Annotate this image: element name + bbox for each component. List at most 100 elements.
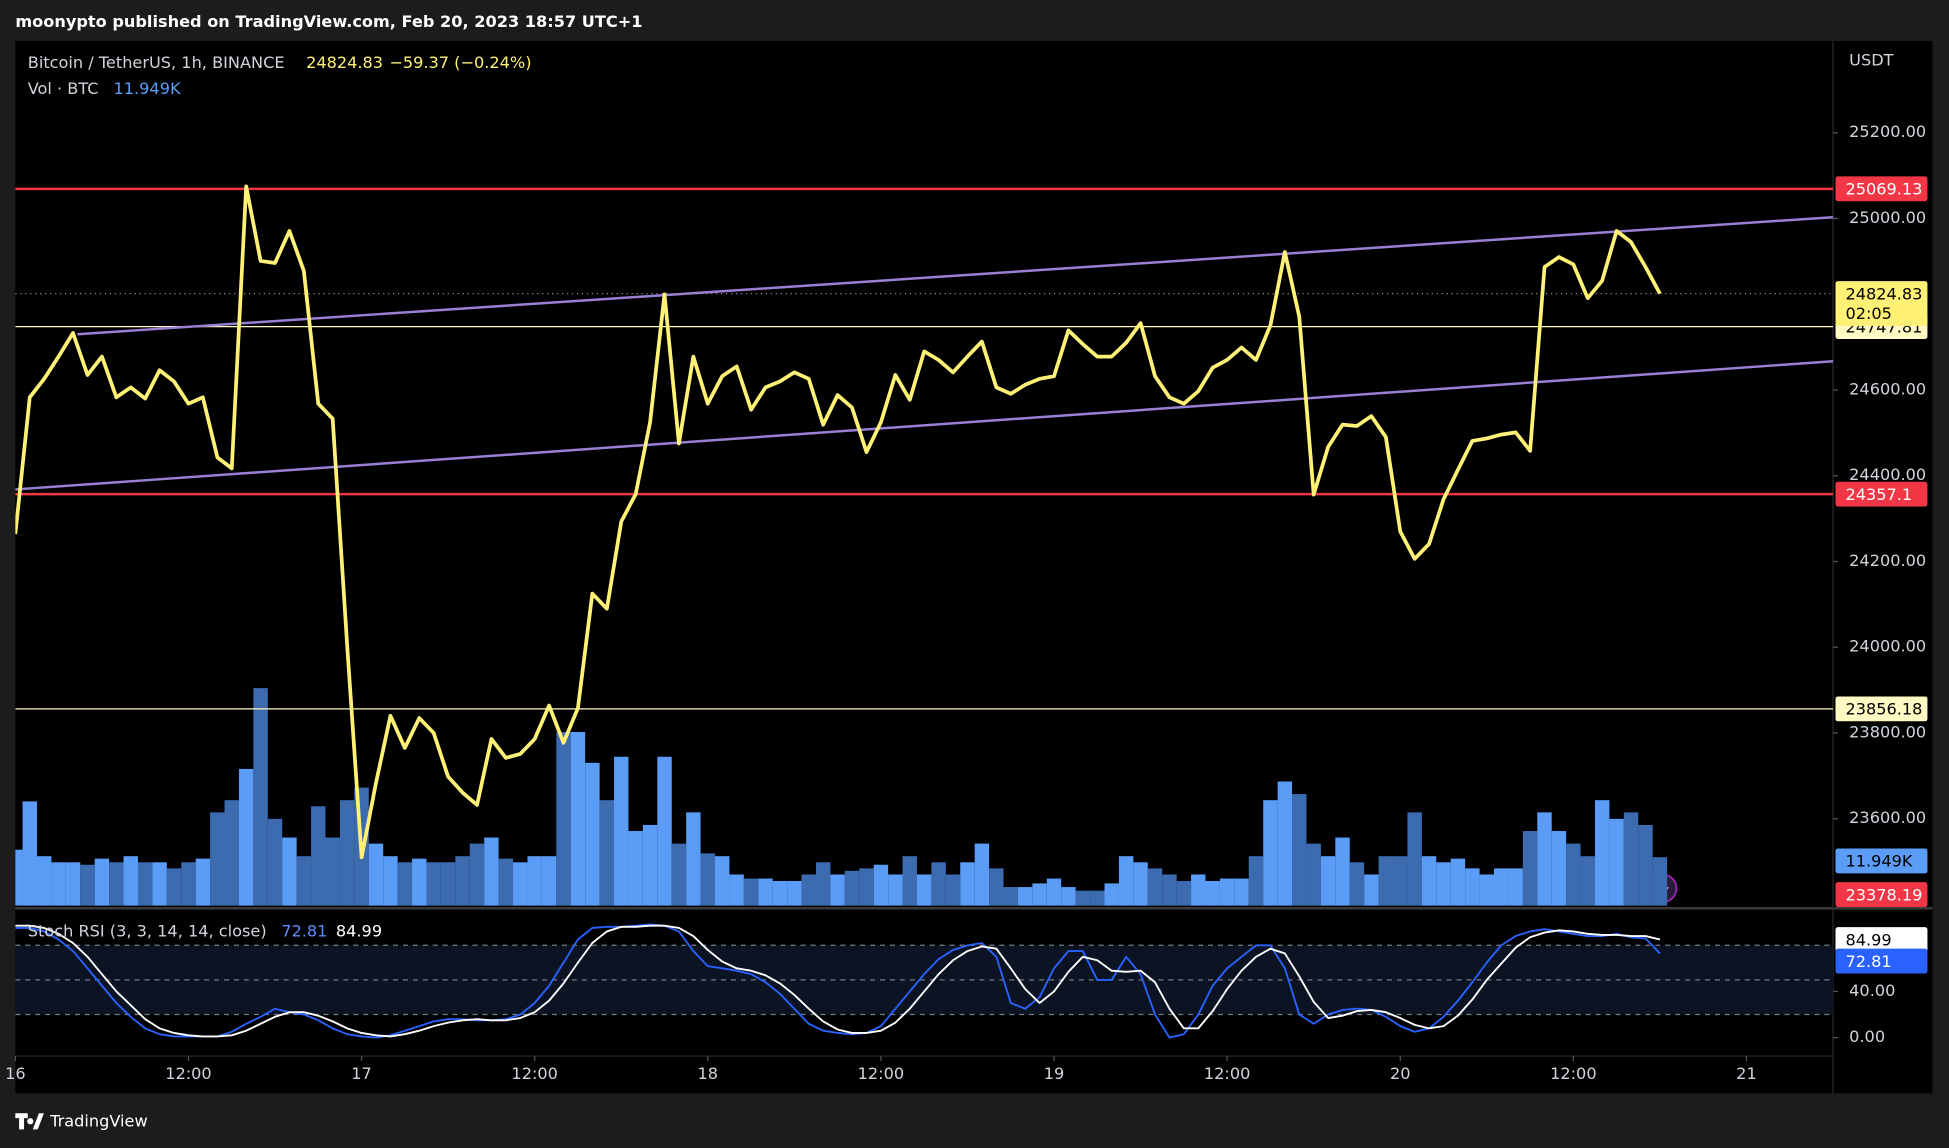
volume-bar	[15, 849, 23, 906]
volume-bar	[22, 801, 37, 906]
x-tick-label: 12:00	[858, 1064, 905, 1083]
volume-bar	[1609, 818, 1624, 906]
volume-bar	[94, 858, 110, 906]
volume-bar	[397, 862, 413, 906]
volume-bar	[873, 864, 889, 906]
y-tick-label: 40.00	[1849, 981, 1895, 1000]
price-tag-label: 84.99	[1845, 930, 1891, 949]
volume-bar	[1277, 781, 1293, 906]
volume-bar	[513, 862, 528, 906]
volume-bar	[1551, 831, 1567, 906]
trend-line	[15, 360, 1834, 491]
volume-bar	[311, 806, 326, 906]
volume-bar	[368, 843, 384, 906]
y-tick-label: 24000.00	[1849, 637, 1926, 656]
volume-bar	[1407, 812, 1422, 906]
volume-bar	[758, 878, 773, 906]
volume-bar	[657, 756, 672, 906]
volume-bar	[844, 870, 860, 906]
volume-bar	[224, 800, 239, 906]
price-tag-label: 24824.83	[1845, 284, 1922, 303]
volume-bar	[931, 862, 946, 906]
legend-stoch-d: 84.99	[336, 921, 382, 940]
volume-bar	[1566, 843, 1581, 906]
y-tick-label: 25000.00	[1849, 208, 1926, 227]
volume-bar	[137, 862, 153, 906]
volume-bar	[541, 856, 557, 906]
x-tick-label: 21	[1736, 1064, 1757, 1083]
volume-bar	[51, 862, 66, 906]
volume-bar	[1364, 874, 1379, 906]
volume-bar	[1061, 887, 1076, 906]
volume-bar	[1421, 856, 1437, 906]
x-tick-label: 16	[5, 1064, 26, 1083]
legend-change: −59.37 (−0.24%)	[389, 53, 531, 72]
x-tick-label: 19	[1044, 1064, 1065, 1083]
volume-bar	[585, 762, 600, 906]
price-pane	[15, 184, 1834, 906]
price-tag-label: 11.949K	[1845, 852, 1912, 871]
volume-bar	[830, 874, 845, 906]
volume-bar	[1219, 878, 1235, 906]
volume-bar	[1147, 868, 1163, 906]
volume-bar	[902, 856, 917, 906]
x-tick-label: 12:00	[165, 1064, 212, 1083]
legend-stoch-k: 72.81	[281, 921, 327, 940]
volume-bar	[570, 731, 586, 906]
x-tick-label: 18	[698, 1064, 719, 1083]
volume-bar	[166, 868, 182, 906]
volume-bar	[671, 843, 687, 906]
volume-bar	[1349, 862, 1365, 906]
volume-bar	[1450, 858, 1466, 906]
volume-bar	[859, 868, 874, 906]
volume-bar	[1046, 878, 1062, 906]
volume-bar	[181, 862, 196, 906]
countdown: 02:05	[1845, 304, 1892, 323]
volume-bar	[960, 862, 975, 906]
volume-bar	[1292, 794, 1307, 906]
volume-bar	[426, 862, 441, 906]
price-tag-label: 25069.13	[1845, 180, 1922, 199]
y-tick-label: 25200.00	[1849, 122, 1926, 141]
volume-bar	[989, 868, 1004, 906]
volume-bar	[267, 818, 283, 906]
volume-bar	[1335, 837, 1350, 906]
volume-bar	[599, 800, 615, 906]
legend-volume-name: Vol · BTC	[28, 79, 99, 98]
price-tag	[1835, 481, 1928, 507]
volume-bar	[36, 856, 52, 906]
volume-bar	[498, 858, 514, 906]
footer: TradingView	[49, 1111, 148, 1130]
volume-bar	[815, 862, 831, 906]
price-tag	[1835, 281, 1928, 326]
volume-bar	[628, 831, 643, 906]
volume-bar	[1104, 883, 1119, 906]
volume-bar	[1162, 874, 1177, 906]
volume-bar	[916, 874, 932, 906]
volume-bar	[1017, 887, 1033, 906]
price-tag	[1835, 948, 1928, 974]
price-tag-label: 72.81	[1845, 952, 1891, 971]
y-tick-label: 23800.00	[1849, 722, 1926, 741]
volume-bar	[325, 837, 340, 906]
volume-bar	[614, 756, 629, 906]
volume-bar	[109, 862, 124, 906]
volume-bar	[80, 864, 95, 906]
volume-bar	[974, 843, 990, 906]
price-tag	[1835, 176, 1928, 202]
price-tag	[1835, 696, 1928, 722]
volume-bar	[1133, 862, 1148, 906]
legend-price: 24824.83	[306, 53, 383, 72]
volume-bar	[1003, 887, 1018, 906]
volume-bar	[1623, 812, 1639, 906]
volume-bar	[282, 837, 297, 906]
volume-bar	[65, 862, 81, 906]
volume-bar	[1494, 868, 1509, 906]
volume-bar	[440, 862, 456, 906]
x-tick-label: 12:00	[1550, 1064, 1597, 1083]
volume-bar	[1522, 831, 1538, 906]
volume-bar	[1465, 868, 1480, 906]
trend-line	[77, 215, 1834, 336]
volume-bar	[1234, 878, 1249, 906]
